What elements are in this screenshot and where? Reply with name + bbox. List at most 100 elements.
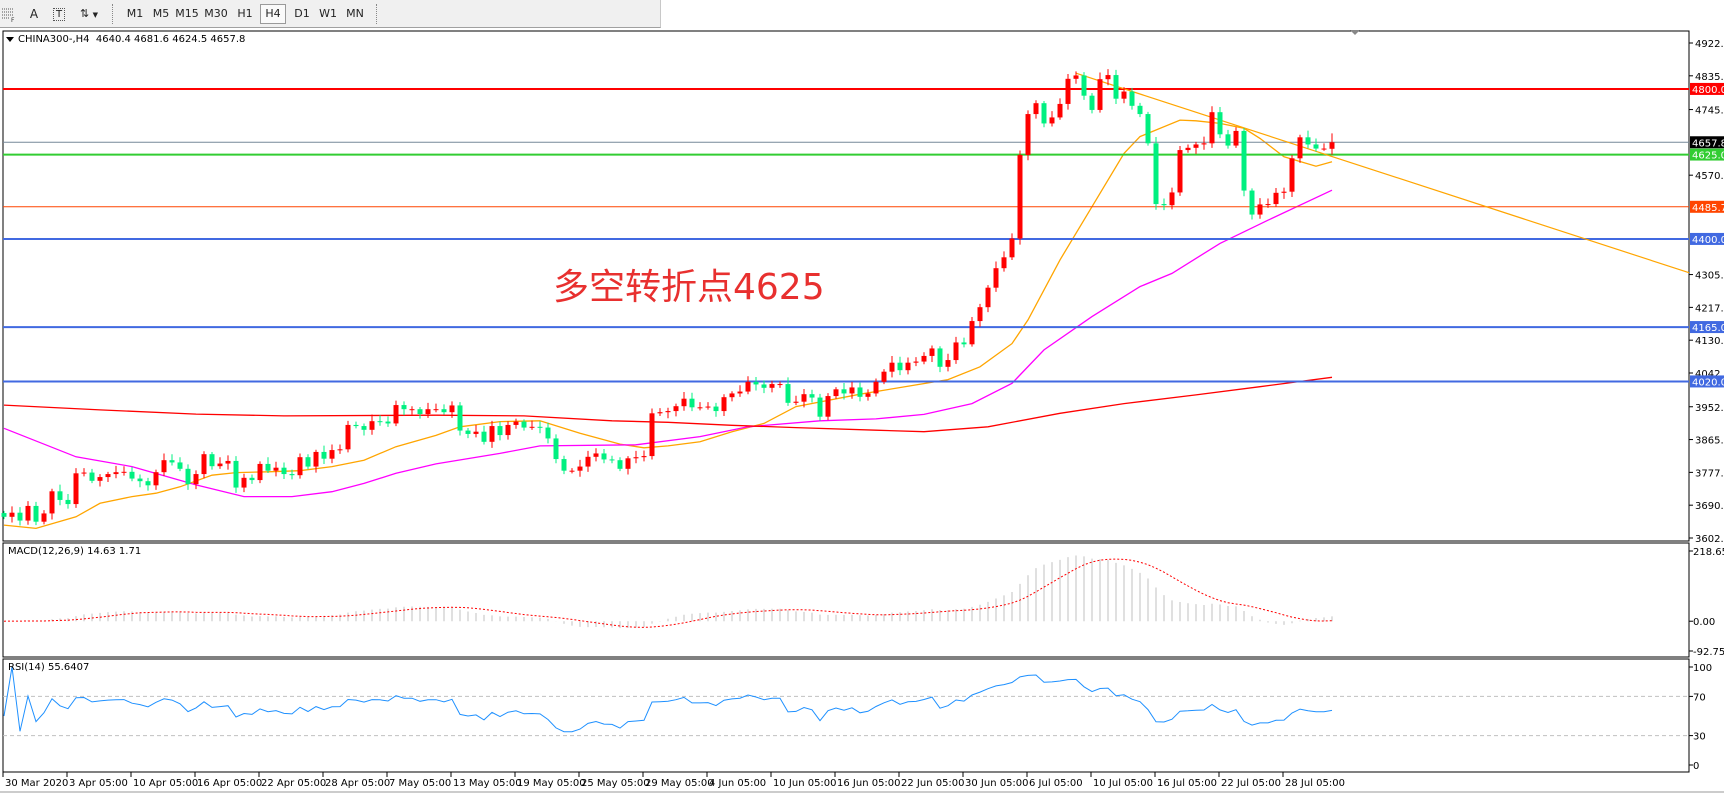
candle: [281, 462, 287, 479]
candle: [1265, 198, 1271, 208]
x-tick-label: 10 Jun 05:00: [773, 778, 837, 789]
timeframe-h4-button[interactable]: H4: [260, 4, 286, 24]
price-label-4485.7: 4485.7: [1692, 203, 1724, 214]
candle: [193, 470, 199, 490]
chart-menu-arrow-icon[interactable]: [6, 37, 14, 42]
candle: [1113, 69, 1119, 104]
rsi-y-tick-label: 0: [1693, 761, 1699, 772]
timeframe-mn-button[interactable]: MN: [346, 7, 364, 20]
timeframe-m1-button[interactable]: M1: [126, 7, 144, 20]
y-tick-label: 4835.0: [1695, 72, 1724, 83]
candle: [625, 456, 631, 475]
candle-body: [561, 459, 567, 471]
candle-body: [369, 421, 375, 430]
candle: [97, 474, 103, 487]
timeframe-m15-button[interactable]: M15: [175, 7, 199, 20]
candle-body: [1033, 103, 1039, 115]
candle-body: [1073, 75, 1079, 79]
candle: [273, 461, 279, 477]
grid-f-icon[interactable]: F: [2, 5, 16, 24]
candle: [1233, 127, 1239, 148]
candle-body: [1321, 148, 1327, 150]
timeframe-d1-button[interactable]: D1: [294, 7, 310, 20]
candle: [177, 457, 183, 472]
candle: [961, 337, 967, 348]
candle: [521, 419, 527, 431]
candle-body: [673, 406, 679, 412]
candle-body: [1257, 204, 1263, 215]
candle: [145, 477, 151, 491]
candle: [513, 418, 519, 429]
candle-body: [1089, 95, 1095, 110]
candle-body: [849, 387, 855, 394]
candle-body: [721, 397, 727, 412]
candle: [641, 450, 647, 462]
candle-body: [1137, 105, 1143, 115]
candle-body: [1001, 257, 1007, 269]
candle-body: [1193, 144, 1199, 148]
candle-body: [57, 491, 63, 500]
candle-body: [1161, 204, 1167, 206]
toolbar-separator: [112, 4, 115, 24]
candle: [689, 392, 695, 412]
timeframe-m5-button[interactable]: M5: [152, 7, 170, 20]
price-label-4165.0: 4165.0: [1692, 323, 1724, 334]
x-tick-label: 29 May 05:00: [645, 778, 714, 789]
candle: [57, 484, 63, 506]
candle: [1241, 127, 1247, 197]
arrows-icon[interactable]: ⇅ ▼: [79, 7, 99, 20]
candle-body: [649, 413, 655, 457]
ma-slow-line: [3, 376, 1333, 433]
candle-body: [1009, 238, 1015, 258]
candle: [465, 427, 471, 439]
candle: [537, 421, 543, 434]
price-label-bg: [1690, 232, 1724, 245]
timeframe-w1-button[interactable]: W1: [319, 7, 337, 20]
dropdown-icon[interactable]: ▼: [92, 11, 99, 19]
candle-body: [81, 472, 87, 474]
candle: [49, 488, 55, 520]
candle: [1025, 110, 1031, 161]
candle-body: [1233, 130, 1239, 146]
candle-body: [713, 406, 719, 412]
x-tick-label: 6 Jul 05:00: [1029, 778, 1083, 789]
candle-body: [297, 457, 303, 476]
candle-body: [777, 384, 783, 386]
candle: [1193, 141, 1199, 154]
candle-body: [1049, 117, 1055, 124]
candle-body: [249, 477, 255, 481]
candle: [601, 448, 607, 464]
candle-body: [641, 456, 647, 458]
candle-body: [49, 491, 55, 514]
candle-body: [889, 362, 895, 372]
candle: [649, 408, 655, 460]
x-tick-label: 16 Apr 05:00: [197, 778, 262, 789]
timeframe-m30-button[interactable]: M30: [204, 7, 228, 20]
candle-body: [409, 409, 415, 411]
candle-body: [353, 424, 359, 427]
timeframe-h1-button[interactable]: H1: [237, 7, 253, 20]
text-label-icon[interactable]: T: [52, 5, 66, 23]
candle: [681, 391, 687, 411]
y-tick-label: 4305.0: [1695, 271, 1724, 282]
candle-body: [1249, 190, 1255, 215]
candle-body: [977, 307, 983, 322]
candle: [65, 493, 71, 509]
candle: [833, 387, 839, 399]
candle-body: [569, 470, 575, 472]
candle: [825, 393, 831, 421]
candle-body: [1209, 112, 1215, 144]
annotation-text: 多空转折点4625: [553, 267, 825, 308]
text-a-icon[interactable]: A: [29, 7, 39, 21]
candle-body: [497, 426, 503, 436]
candle-body: [929, 348, 935, 356]
candle: [673, 403, 679, 417]
candle-body: [209, 454, 215, 467]
candle-body: [753, 381, 759, 385]
candle: [777, 381, 783, 388]
candle: [169, 454, 175, 466]
candle: [161, 453, 167, 476]
candle: [897, 356, 903, 376]
candle: [729, 391, 735, 402]
